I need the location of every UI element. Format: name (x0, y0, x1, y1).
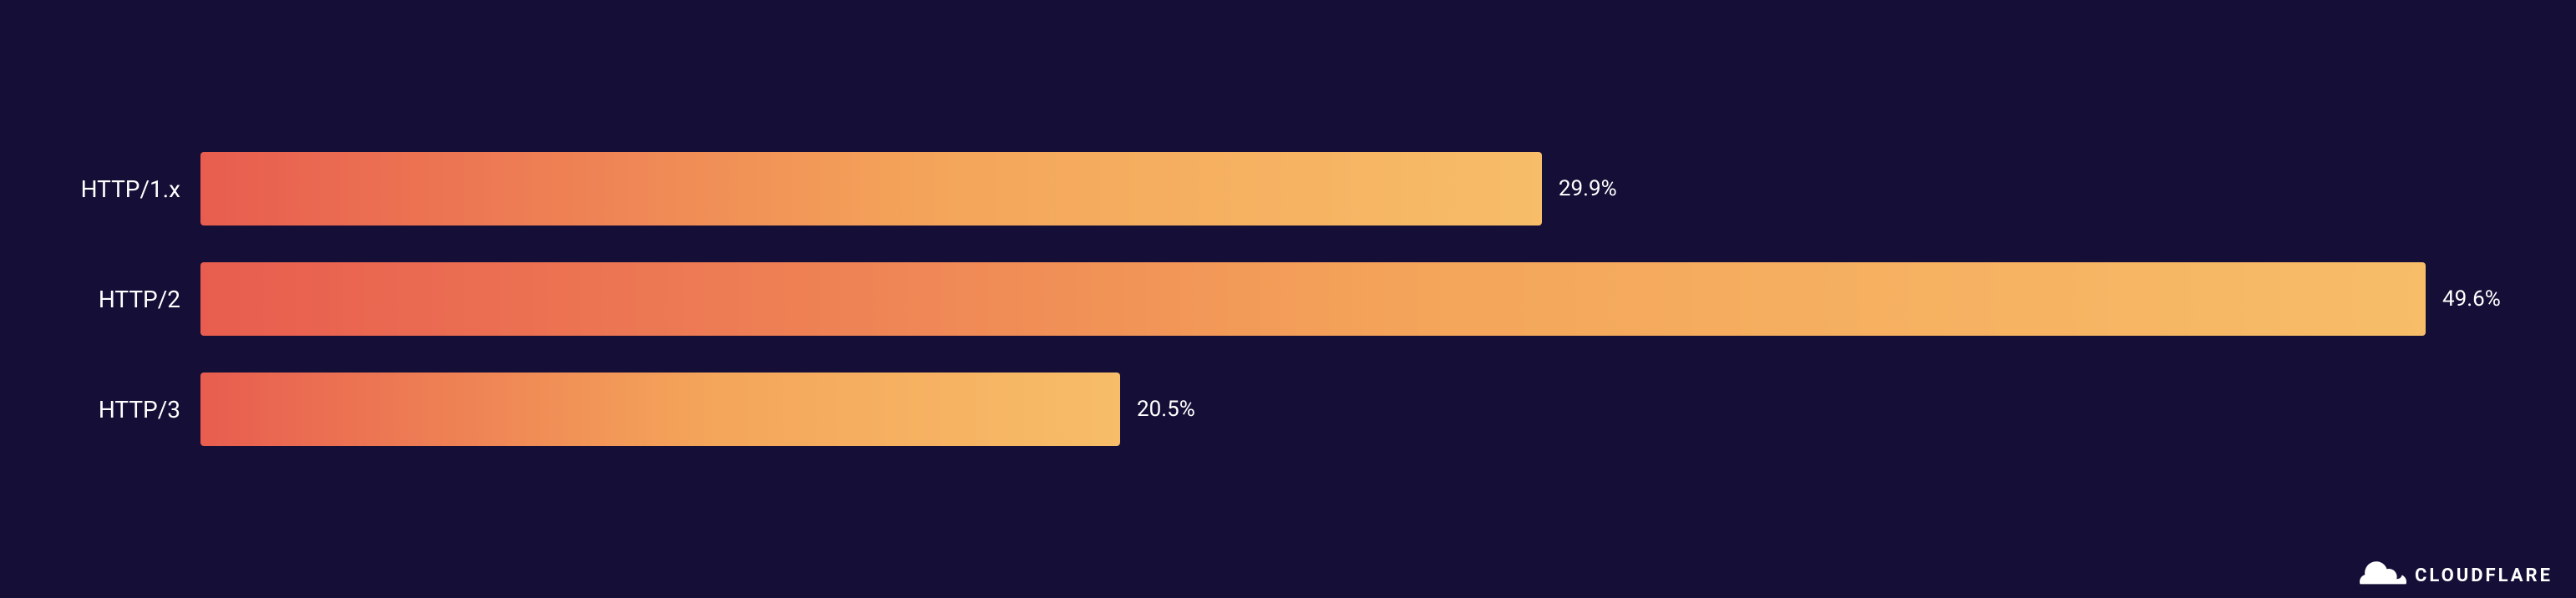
bar-row: HTTP/249.6% (0, 262, 2576, 336)
bar-track: 29.9% (200, 152, 2426, 226)
bar (200, 262, 2426, 336)
bar-row: HTTP/1.x 29.9% (0, 152, 2576, 226)
category-label: HTTP/3 (0, 396, 200, 423)
category-label: HTTP/2 (0, 286, 200, 313)
cloudflare-logo: CLOUDFLARE (2360, 557, 2553, 586)
bar-track: 49.6% (200, 262, 2426, 336)
category-label: HTTP/1.x (0, 175, 200, 203)
cloudflare-cloud-icon (2360, 557, 2406, 586)
bar-row: HTTP/3 20.5% (0, 372, 2576, 446)
value-label: 49.6% (2442, 286, 2501, 312)
value-label: 29.9% (1559, 176, 1617, 201)
bar-track: 20.5% (200, 372, 2426, 446)
bar (200, 372, 1120, 446)
bar (200, 152, 1542, 226)
cloudflare-wordmark: CLOUDFLARE (2415, 565, 2553, 586)
value-label: 20.5% (1137, 397, 1195, 422)
http-version-bar-chart: HTTP/1.x29.9%HTTP/249.6%HTTP/320.5% (0, 0, 2576, 598)
